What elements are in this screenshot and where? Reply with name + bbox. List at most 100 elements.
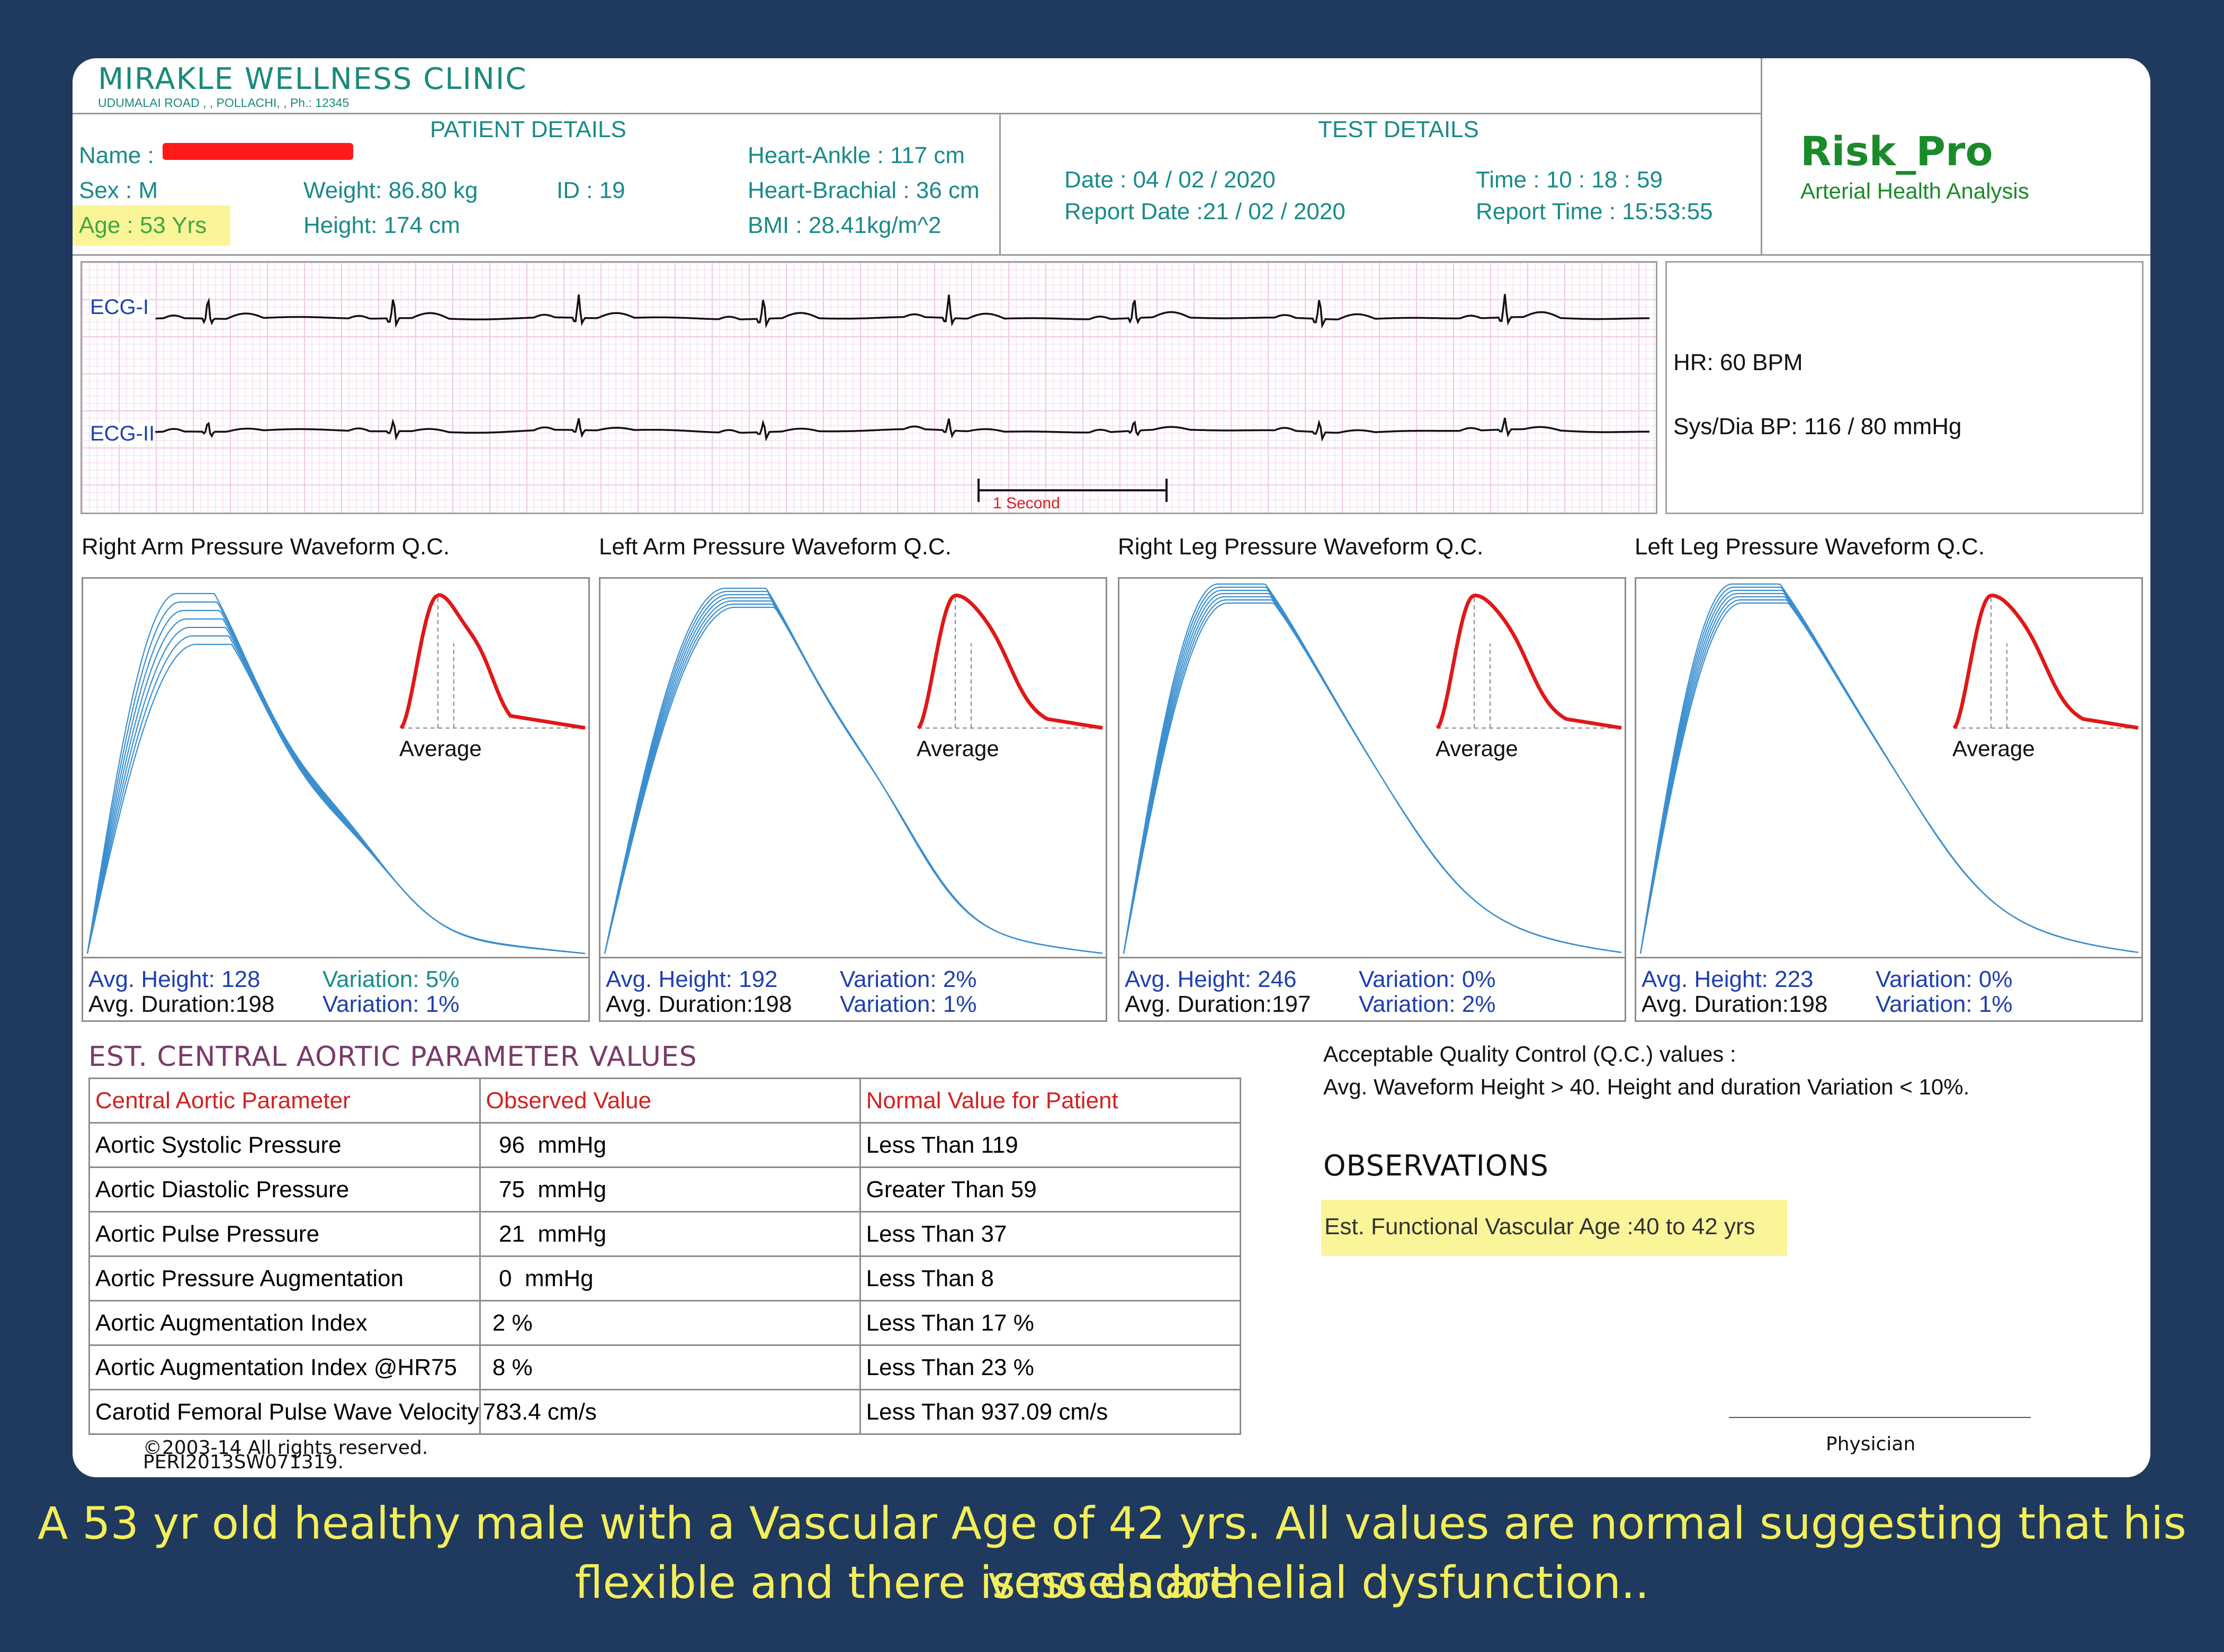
avg-height: Avg. Height: 246 <box>1125 966 1297 992</box>
waveform-trace <box>604 594 1103 954</box>
parameter-cell: Carotid Femoral Pulse Wave Velocity <box>88 1389 481 1435</box>
ecg-panel: ECG-I ECG-II 1 Second <box>80 261 1657 514</box>
central-aortic-table: Central Aortic Parameter Observed Value … <box>88 1078 1241 1435</box>
avg-height: Avg. Height: 192 <box>606 966 778 992</box>
ecg-lead-1-label: ECG-I <box>90 295 149 319</box>
waveform-trace <box>86 609 586 954</box>
observed-cell: 0 mmHg <box>479 1255 861 1301</box>
ecg-lead-1-trace <box>155 294 1649 329</box>
table-header-row: Central Aortic Parameter Observed Value … <box>88 1078 1241 1124</box>
waveform-chart <box>1639 583 2139 954</box>
normal-cell: Less Than 23 % <box>859 1344 1241 1390</box>
waveform-trace <box>1639 592 2139 954</box>
normal-cell: Less Than 119 <box>859 1122 1241 1168</box>
patient-age: Age : 53 Yrs <box>79 212 207 238</box>
serial-number: PERI2013SW071319. <box>143 1451 344 1473</box>
table-row: Carotid Femoral Pulse Wave Velocity 783.4… <box>88 1389 1241 1435</box>
table-row: Aortic Pressure Augmentation 0 mmHg Less … <box>88 1255 1241 1301</box>
average-label: Average <box>917 736 999 761</box>
avg-duration: Avg. Duration:197 <box>1125 991 1311 1017</box>
patient-height: Height: 174 cm <box>303 212 460 238</box>
patient-sex: Sex : M <box>79 177 158 203</box>
waveform-panel-left-leg: Average Avg. Height: 223 Variation: 0% A… <box>1635 577 2143 1022</box>
table-row: Aortic Systolic Pressure 96 mmHg Less Tha… <box>88 1122 1241 1168</box>
average-label: Average <box>1436 736 1518 761</box>
table-row: Aortic Diastolic Pressure 75 mmHg Greater… <box>88 1166 1241 1213</box>
age-highlight <box>73 205 230 246</box>
header-divider-1 <box>999 113 1001 256</box>
qc-line-1: Acceptable Quality Control (Q.C.) values… <box>1323 1042 1736 1066</box>
normal-cell: Less Than 937.09 cm/s <box>859 1389 1241 1435</box>
normal-cell: Less Than 37 <box>859 1211 1241 1257</box>
clinic-name: MIRAKLE WELLNESS CLINIC <box>98 62 527 96</box>
waveform-trace <box>1639 589 2139 954</box>
waveform-trace <box>86 601 586 954</box>
caption-line-2: flexible and there is no endothelial dys… <box>575 1557 1649 1609</box>
patient-details-title: PATIENT DETAILS <box>430 116 626 142</box>
waveform-chart <box>604 587 1104 954</box>
waveform-trace <box>604 590 1103 954</box>
heart-rate: HR: 60 BPM <box>1673 349 1803 375</box>
duration-variation: Variation: 1% <box>322 991 460 1017</box>
report-time: Report Time : 15:53:55 <box>1476 199 1713 225</box>
parameter-cell: Aortic Pulse Pressure <box>88 1211 481 1257</box>
waveform-trace <box>1123 592 1622 954</box>
heart-brachial: Heart-Brachial : 36 cm <box>748 177 980 203</box>
waveform-trace <box>1123 589 1622 954</box>
average-waveform <box>1436 593 1622 730</box>
waveform-trace <box>86 626 586 954</box>
header-normal: Normal Value for Patient <box>859 1078 1241 1124</box>
waveform-trace <box>604 606 1103 954</box>
waveform-panel-right-leg: Average Avg. Height: 246 Variation: 0% A… <box>1118 577 1626 1022</box>
parameter-cell: Aortic Diastolic Pressure <box>88 1166 481 1213</box>
duration-variation: Variation: 2% <box>1359 991 1496 1017</box>
report-date: Report Date :21 / 02 / 2020 <box>1064 199 1346 225</box>
average-waveform <box>399 592 586 730</box>
waveform-trace <box>1123 583 1622 954</box>
ecg-scale-label: 1 Second <box>993 495 1060 512</box>
waveform-trace <box>1639 583 2139 954</box>
test-date: Date : 04 / 02 / 2020 <box>1064 167 1276 193</box>
observed-cell: 96 mmHg <box>479 1122 861 1168</box>
waveform-trace <box>1639 599 2139 954</box>
avg-height: Avg. Height: 223 <box>1642 966 1814 992</box>
table-row: Aortic Augmentation Index @HR75 8 % Less … <box>88 1344 1241 1390</box>
duration-variation: Variation: 1% <box>1876 991 2013 1017</box>
waveform-trace <box>1123 586 1622 954</box>
header-observed: Observed Value <box>479 1078 861 1124</box>
patient-weight: Weight: 86.80 kg <box>303 177 478 203</box>
waveform-trace <box>86 643 586 954</box>
average-label: Average <box>1952 736 2035 761</box>
parameter-cell: Aortic Augmentation Index <box>88 1300 481 1346</box>
observed-cell: 783.4 cm/s <box>479 1389 861 1435</box>
waveform-trace <box>86 592 586 954</box>
observed-cell: 21 mmHg <box>479 1211 861 1257</box>
waveform-trace <box>604 600 1103 954</box>
waveform-trace <box>1123 602 1622 954</box>
average-label: Average <box>399 736 482 761</box>
avg-duration: Avg. Duration:198 <box>606 991 792 1017</box>
avg-height: Avg. Height: 128 <box>88 966 261 992</box>
blood-pressure: Sys/Dia BP: 116 / 80 mmHg <box>1673 414 1962 439</box>
heart-ankle: Heart-Ankle : 117 cm <box>748 142 965 168</box>
avg-duration: Avg. Duration:198 <box>1642 991 1828 1017</box>
patient-id: ID : 19 <box>557 177 625 203</box>
header-rule <box>73 113 1762 114</box>
parameter-cell: Aortic Pressure Augmentation <box>88 1255 481 1301</box>
height-variation: Variation: 0% <box>1876 966 2013 992</box>
height-variation: Variation: 5% <box>322 966 460 992</box>
physician-label: Physician <box>1826 1433 1916 1455</box>
one-second-scale-bar <box>978 479 1168 502</box>
waveform-panel-right-arm: Average Avg. Height: 128 Variation: 5% A… <box>82 577 590 1022</box>
test-time: Time : 10 : 18 : 59 <box>1476 167 1663 193</box>
observed-cell: 8 % <box>479 1344 861 1390</box>
height-variation: Variation: 0% <box>1359 966 1496 992</box>
observed-cell: 75 mmHg <box>479 1166 861 1213</box>
central-aortic-title: EST. CENTRAL AORTIC PARAMETER VALUES <box>88 1041 697 1073</box>
ecg-lead-2-label: ECG-II <box>90 422 155 445</box>
waveform-title-right-arm: Right Arm Pressure Waveform Q.C. <box>82 534 450 560</box>
parameter-cell: Aortic Augmentation Index @HR75 <box>88 1344 481 1390</box>
ecg-lead-2-trace <box>155 417 1649 442</box>
copyright: ©2003-14 All rights reserved. <box>143 1437 428 1459</box>
qc-line-2: Avg. Waveform Height > 40. Height and du… <box>1323 1074 1970 1099</box>
